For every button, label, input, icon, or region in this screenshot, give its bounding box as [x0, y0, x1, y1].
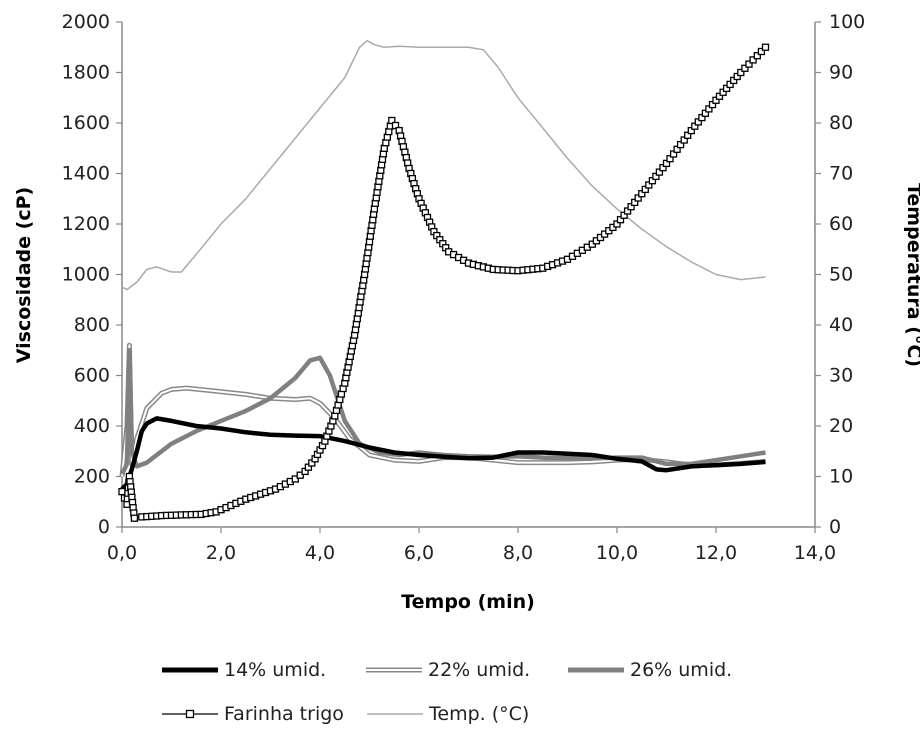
x-tick-label: 4,0 [305, 542, 335, 564]
x-tick-label: 12,0 [695, 542, 737, 564]
series-farinha-trigo-marker [737, 68, 745, 77]
legend-14-umid-label: 14% umid. [224, 659, 326, 681]
series-farinha-trigo-marker [391, 121, 400, 130]
x-tick-label: 8,0 [503, 542, 533, 564]
y-tick-label: 200 [74, 466, 110, 488]
y-tick-label: 400 [74, 415, 110, 437]
series-farinha-trigo-marker [118, 487, 126, 496]
legend-26-umid-label: 26% umid. [630, 659, 732, 681]
y-tick-label: 1400 [62, 163, 110, 185]
legend-farinha-trigo-swatch-marker [185, 709, 195, 719]
legend-farinha-trigo-label: Farinha trigo [224, 703, 344, 725]
series-farinha-trigo-marker [757, 47, 766, 56]
y-tick-label: 1600 [62, 112, 110, 134]
series-farinha-trigo-marker [130, 514, 139, 522]
y2-tick-label: 80 [829, 112, 853, 134]
series-14-umid-line [120, 416, 766, 491]
series-farinha-trigo-line [121, 46, 766, 519]
plot-area [118, 39, 770, 522]
legend: 14% umid. 22% umid. 26% umid. Farinha trigo… [162, 659, 732, 725]
y2-tick-label: 0 [829, 516, 841, 538]
y2-tick-label: 50 [829, 264, 853, 286]
y2-tick-label: 20 [829, 415, 853, 437]
y2-tick-label: 60 [829, 213, 853, 235]
y-tick-label: 1800 [62, 62, 110, 84]
series-farinha-trigo-marker [291, 475, 299, 483]
y2-tick-label: 40 [829, 314, 853, 336]
y-tick-label: 0 [98, 516, 110, 538]
axes: 0 200 400 600 800 1000 1200 1400 1600 1800 2000 0 10… [62, 11, 866, 564]
series-farinha-trigo-marker [761, 43, 770, 51]
x-tick-label: 10,0 [596, 542, 638, 564]
x-tick-label: 0,0 [107, 542, 137, 564]
y-tick-label: 800 [74, 314, 110, 336]
series-farinha-trigo-marker [753, 52, 761, 60]
series-farinha-trigo-marker [296, 471, 304, 479]
x-axis-title: Tempo (min) [401, 591, 535, 613]
legend-temp-c-label: Temp. (°C) [428, 703, 529, 725]
series-farinha-trigo-marker [745, 60, 753, 68]
x-tick-label: 2,0 [206, 542, 236, 564]
y2-axis-title: Temperatura (°C) [903, 183, 920, 367]
y2-tick-label: 100 [829, 11, 865, 33]
y-axis-title: Viscosidade (cP) [13, 187, 35, 363]
y-tick-label: 1200 [62, 213, 110, 235]
y2-tick-label: 10 [829, 466, 853, 488]
legend-22-umid-label: 22% umid. [428, 659, 530, 681]
y-tick-label: 600 [74, 365, 110, 387]
y-tick-label: 1000 [62, 264, 110, 286]
y2-tick-label: 30 [829, 365, 853, 387]
x-tick-label: 6,0 [404, 542, 434, 564]
x-tick-label: 14,0 [794, 542, 836, 564]
series-farinha-trigo-marker [741, 64, 749, 72]
series-farinha-trigo-marker [749, 56, 757, 64]
y2-tick-label: 70 [829, 163, 853, 185]
y-tick-label: 2000 [62, 11, 110, 33]
y2-tick-label: 90 [829, 62, 853, 84]
series-farinha-trigo-marker [388, 116, 396, 125]
